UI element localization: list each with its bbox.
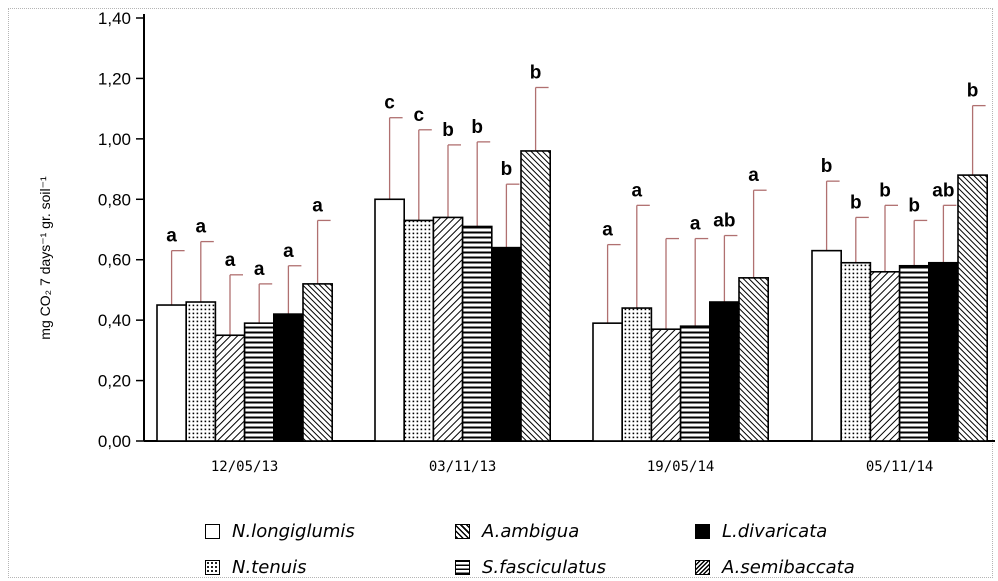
legend-label: A.ambigua — [482, 520, 580, 542]
significance-letter: b — [471, 117, 483, 138]
significance-letter: a — [690, 214, 701, 235]
y-axis-label: mg CO₂ 7 days⁻¹ gr. soil⁻¹ — [37, 176, 53, 340]
bar-chart: 0,00 0,20 0,40 0,60 0,80 1,00 1,20 1,40 12/05/1… — [37, 9, 995, 475]
bar — [520, 150, 552, 442]
bar — [650, 328, 682, 442]
legend-item: A.semibaccata — [695, 556, 855, 578]
significance-letter: b — [908, 195, 920, 216]
legend-item: N.tenuis — [205, 556, 307, 578]
legend-item: A.ambigua — [455, 520, 579, 542]
legend-swatch — [455, 559, 470, 575]
legend-label: A.semibaccata — [722, 556, 855, 578]
legend-item: N.longiglumis — [205, 520, 355, 542]
significance-letter: b — [442, 120, 454, 141]
significance-letter: a — [283, 241, 294, 262]
significance-letter: b — [821, 156, 833, 177]
x-tick-label: 19/05/14 — [647, 459, 714, 475]
bar — [898, 264, 930, 442]
bar — [738, 277, 770, 442]
y-tick-label: 0,60 — [98, 251, 131, 270]
bar — [708, 301, 740, 442]
y-axis: 0,00 0,20 0,40 0,60 0,80 1,00 1,20 1,40 — [98, 9, 145, 451]
significance-letter: a — [225, 250, 236, 271]
bar — [461, 225, 493, 442]
significance-letter: b — [501, 159, 513, 180]
y-tick-label: 0,80 — [98, 190, 131, 209]
significance-letter: a — [254, 259, 265, 280]
y-tick-label: 0,20 — [98, 372, 131, 391]
bar — [272, 313, 304, 442]
bar — [432, 216, 464, 442]
bar — [840, 261, 872, 442]
bar — [679, 325, 711, 442]
legend-label: L.divaricata — [722, 520, 828, 542]
significance-letter: a — [312, 195, 323, 216]
significance-letter: a — [748, 165, 759, 186]
bar — [869, 270, 901, 442]
y-tick-label: 0,00 — [98, 432, 131, 451]
legend-item: L.divaricata — [695, 520, 827, 542]
legend-swatch — [205, 523, 220, 539]
bar — [156, 304, 188, 442]
legend-label: N.tenuis — [232, 556, 307, 578]
bar — [374, 198, 406, 442]
bar — [927, 261, 959, 442]
significance-letter: b — [530, 62, 542, 83]
y-tick-label: 1,00 — [98, 130, 131, 149]
significance-letter: a — [166, 226, 177, 247]
bar — [302, 283, 334, 442]
legend-label: S.fasciculatus — [482, 556, 606, 578]
significance-letter: c — [384, 93, 395, 114]
legend-swatch — [695, 523, 710, 539]
significance-letter: a — [196, 217, 207, 238]
error-bars — [170, 86, 986, 336]
bar — [403, 219, 435, 442]
significance-letter: b — [850, 192, 862, 213]
legend-swatch — [455, 523, 470, 539]
significance-letter: ab — [713, 211, 735, 232]
bar — [214, 334, 246, 442]
y-tick-label: 1,20 — [98, 69, 131, 88]
x-axis: 12/05/13 03/11/13 19/05/14 05/11/14 — [144, 440, 995, 475]
legend-item: S.fasciculatus — [455, 556, 606, 578]
legend-swatch — [695, 559, 710, 575]
significance-letter: b — [967, 81, 979, 102]
bar — [621, 307, 653, 442]
x-tick-label: 03/11/13 — [429, 459, 496, 475]
y-tick-label: 1,40 — [98, 9, 131, 28]
legend: N.longiglumis N.tenuis A.ambigua S.fascicul… — [205, 518, 905, 580]
bar — [243, 322, 275, 442]
bars — [156, 150, 989, 442]
significance-letter: ab — [932, 180, 954, 201]
bar — [957, 174, 989, 442]
bar — [592, 322, 624, 442]
legend-swatch — [205, 559, 220, 575]
bar — [490, 246, 522, 442]
y-tick-label: 0,40 — [98, 311, 131, 330]
x-tick-label: 12/05/13 — [211, 459, 278, 475]
bar — [185, 301, 217, 442]
chart-frame — [8, 8, 993, 578]
legend-label: N.longiglumis — [232, 520, 355, 542]
x-tick-label: 05/11/14 — [866, 459, 933, 475]
significance-letter: b — [879, 180, 891, 201]
significance-letter: c — [414, 105, 425, 126]
significance-letter: a — [632, 180, 643, 201]
bar — [811, 249, 843, 442]
significance-letter: a — [602, 220, 613, 241]
